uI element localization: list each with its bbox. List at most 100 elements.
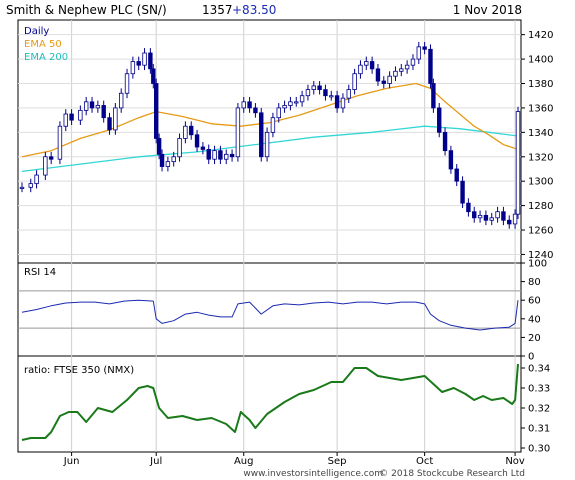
header-date: 1 Nov 2018: [453, 3, 522, 17]
price-bar: [183, 125, 188, 139]
price-bar: [78, 109, 83, 121]
price-bar: [477, 214, 483, 219]
header-change: +83.50: [232, 3, 276, 17]
x-axis-ticks: Jun Jul Aug Sep Oct Nov: [63, 452, 525, 467]
price-bar: [34, 174, 39, 185]
price-bar: [119, 92, 124, 109]
price-bar: [334, 95, 340, 109]
daily-price-series: [19, 41, 521, 229]
price-bar: [165, 161, 171, 167]
y-tick-label: 1320: [528, 152, 553, 163]
price-bar: [218, 150, 223, 160]
price-bar: [189, 125, 194, 136]
y-tick-label: 0.31: [528, 424, 550, 435]
legend-ema200: EMA 200: [24, 52, 68, 63]
rsi-panel: [17, 262, 522, 357]
price-bar: [422, 46, 427, 50]
ratio-panel: [17, 355, 522, 453]
price-bar: [317, 85, 322, 91]
price-bar: [489, 217, 494, 221]
price-bar: [235, 107, 241, 158]
price-bar: [148, 52, 153, 70]
rsi-series: [21, 299, 519, 331]
price-bar: [194, 134, 200, 148]
y-tick-label: 0.30: [528, 444, 550, 455]
header-last-price: 1357: [202, 3, 233, 17]
price-bar: [264, 131, 270, 158]
y-tick-label: 1340: [528, 128, 553, 139]
price-bar: [404, 64, 410, 70]
price-bar: [323, 89, 328, 97]
price-bar: [113, 107, 118, 131]
price-bar: [358, 64, 363, 75]
price-bar: [142, 52, 147, 66]
price-bar: [507, 219, 512, 225]
x-tick-label: Oct: [416, 456, 433, 467]
y-axis-ticks: 1240 1260 1280 1300 1320 1340 1360 1380 1400 1420…: [521, 30, 553, 455]
price-bar: [381, 80, 386, 84]
price-bar: [177, 138, 182, 158]
price-bar: [276, 107, 281, 119]
price-bar: [107, 117, 112, 131]
price-bar: [63, 113, 68, 127]
rsi-line: [21, 299, 519, 331]
price-bar: [124, 73, 130, 94]
price-bar: [364, 61, 369, 66]
price-bar: [101, 105, 106, 119]
y-tick-label: 1360: [528, 103, 553, 114]
price-bar: [159, 153, 165, 167]
price-bar: [83, 101, 89, 111]
price-bar: [387, 75, 392, 84]
y-tick-label: 1280: [528, 201, 553, 212]
ratio-series: [21, 363, 519, 441]
x-tick-label: Nov: [505, 456, 525, 467]
price-bar: [95, 105, 101, 109]
price-bar: [495, 211, 500, 219]
ratio-line: [21, 363, 519, 441]
y-tick-label: 0.34: [528, 364, 550, 375]
rsi-reference-lines: [18, 290, 521, 329]
y-tick-label: 20: [528, 333, 541, 344]
price-bar: [151, 68, 156, 84]
price-bar: [247, 101, 252, 109]
price-bar: [454, 168, 459, 182]
price-bar: [136, 61, 141, 66]
price-bar: [206, 149, 211, 160]
price-bar: [472, 211, 477, 219]
price-bar: [393, 70, 398, 77]
price-bar: [346, 89, 351, 99]
y-tick-label: 1300: [528, 177, 553, 188]
y-tick-label: 1260: [528, 226, 553, 237]
price-bar: [466, 202, 471, 213]
header-title: Smith & Nephew PLC (SN/): [6, 3, 167, 17]
price-bar: [212, 150, 217, 160]
price-bar: [89, 101, 95, 109]
y-tick-label: 0.33: [528, 384, 550, 395]
price-bar: [501, 211, 506, 221]
price-bar: [253, 107, 258, 114]
price-bar: [369, 61, 375, 70]
price-bar: [156, 138, 162, 155]
ema50-line: [21, 82, 519, 158]
rsi-title: RSI 14: [24, 267, 56, 278]
footer-copyright: © 2018 Stockcube Research Ltd: [379, 469, 525, 479]
y-tick-label: 1400: [528, 55, 553, 66]
price-bar: [416, 46, 421, 60]
y-tick-label: 100: [528, 259, 547, 270]
price-bar: [399, 68, 404, 72]
ema200-series: [21, 125, 519, 173]
price-bar: [224, 153, 229, 160]
price-bar: [515, 111, 521, 215]
x-tick-label: Sep: [328, 456, 347, 467]
price-bar: [241, 101, 246, 109]
ema200-line: [21, 125, 519, 173]
price-bar: [460, 180, 465, 204]
price-bar: [294, 101, 299, 104]
legend-ema50: EMA 50: [24, 39, 62, 50]
y-tick-label: 1380: [528, 79, 553, 90]
price-bar: [171, 156, 176, 163]
price-bar: [512, 213, 518, 225]
price-panel: [17, 19, 522, 264]
price-bar: [270, 117, 276, 133]
